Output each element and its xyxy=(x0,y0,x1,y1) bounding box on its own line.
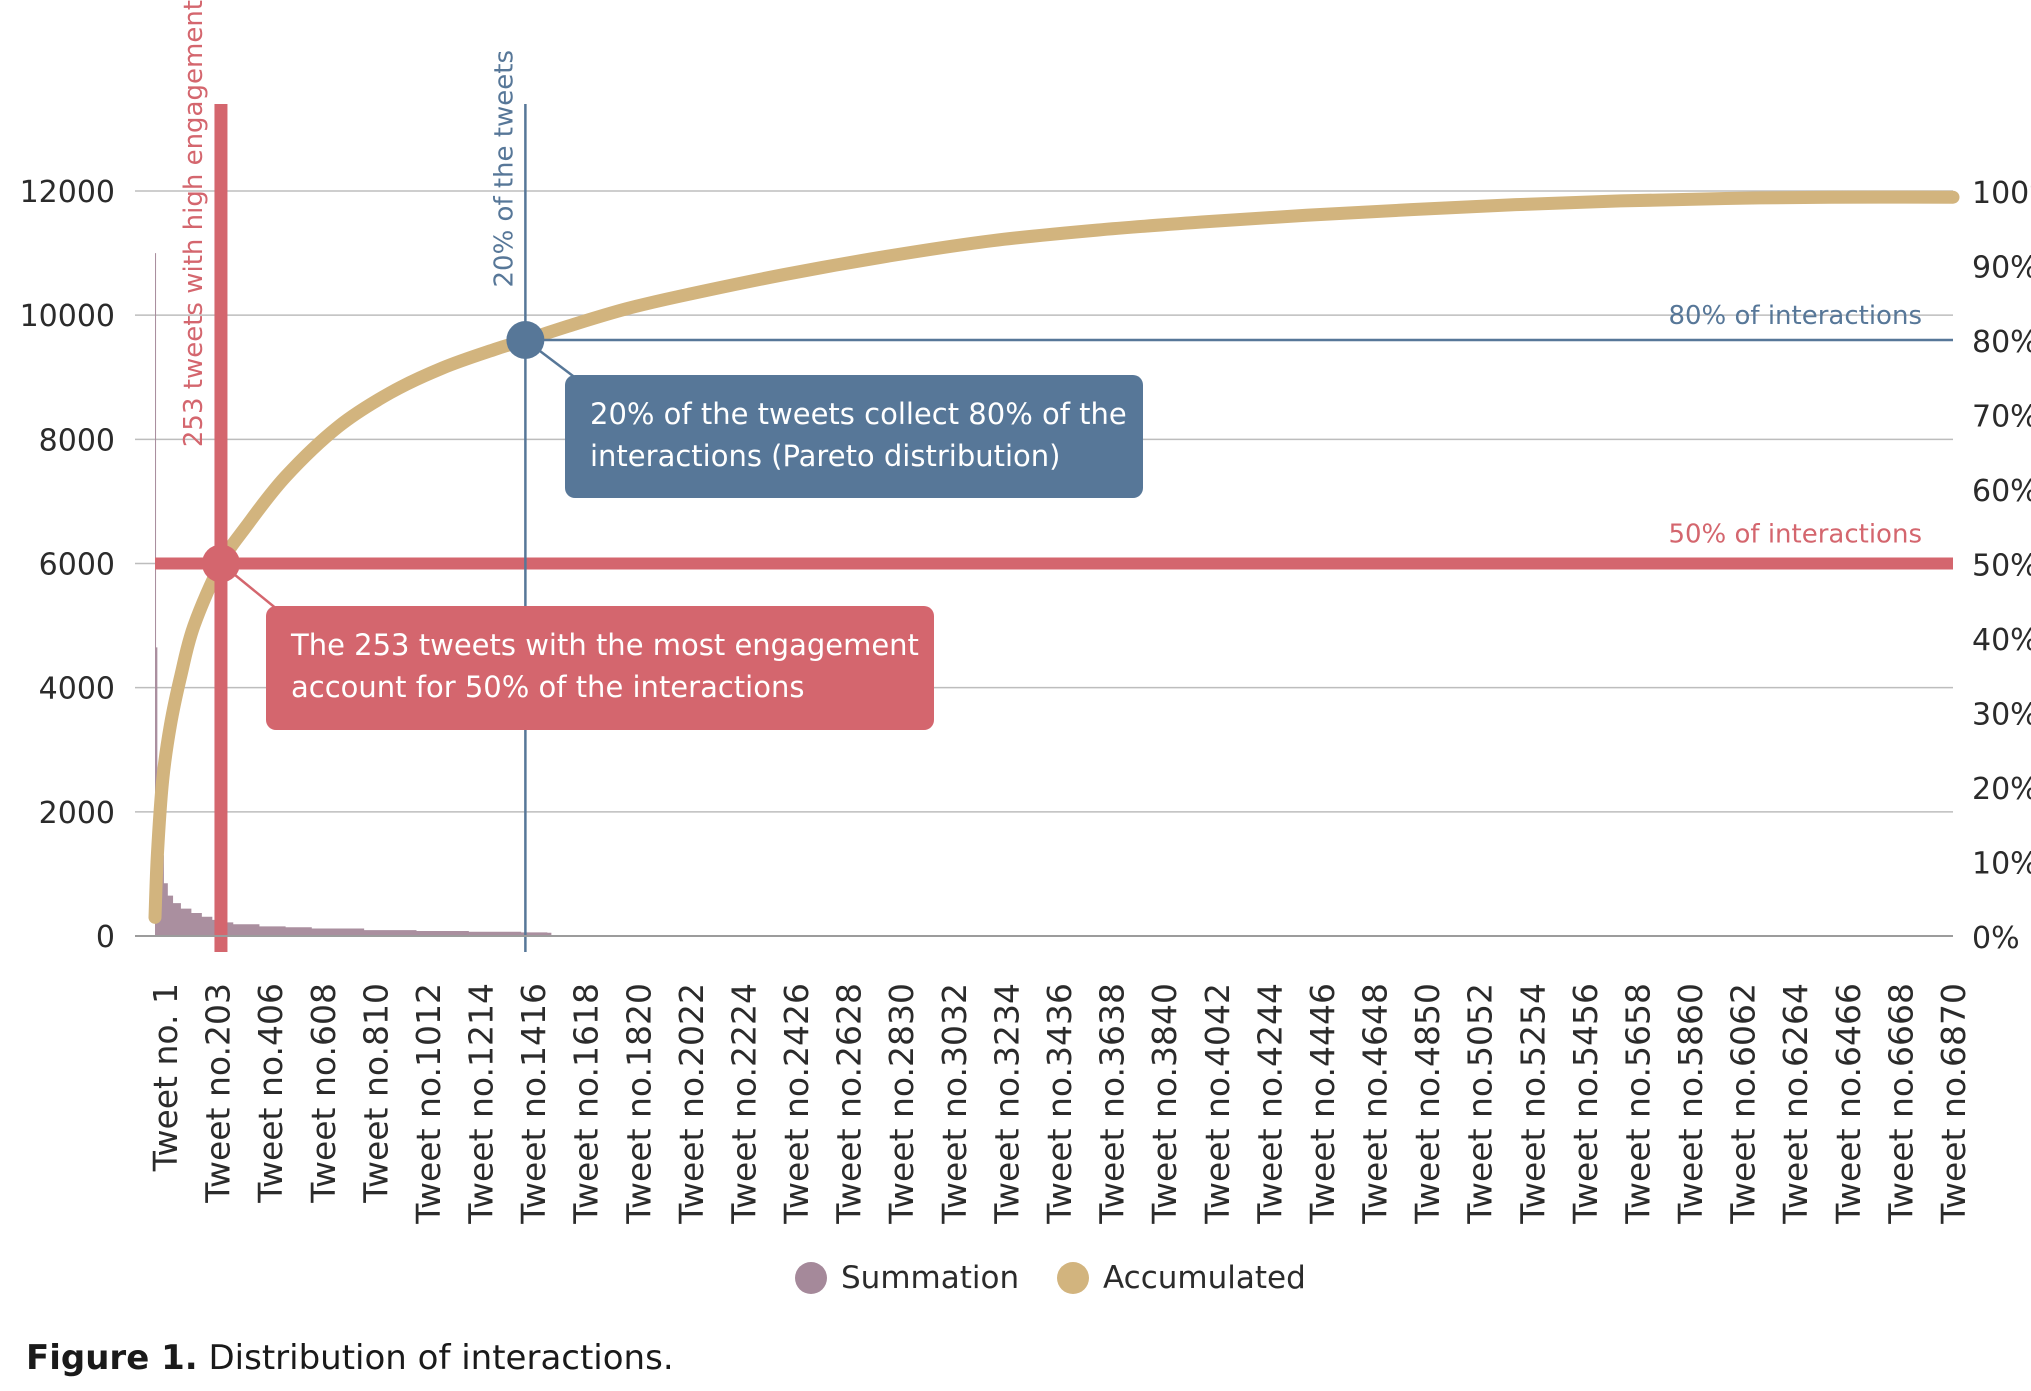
x-tick-label: Tweet no.4042 xyxy=(1198,983,1237,1225)
legend-label-summation: Summation xyxy=(841,1260,1019,1296)
x-tick-label: Tweet no.5860 xyxy=(1671,983,1710,1225)
y-left-tick-label: 0 xyxy=(96,920,115,955)
y-left-tick-label: 8000 xyxy=(39,423,115,458)
callout-text: 20% of the tweets collect 80% of the xyxy=(590,397,1127,431)
legend-swatch-summation xyxy=(795,1262,827,1294)
accumulated-line xyxy=(148,190,1960,924)
x-tick-label: Tweet no.4850 xyxy=(1408,983,1447,1225)
x-tick-label: Tweet no.2022 xyxy=(672,983,711,1225)
legend-label-accumulated: Accumulated xyxy=(1103,1260,1306,1296)
legend: Summation Accumulated xyxy=(795,1260,1306,1296)
x-tick-label: Tweet no.2628 xyxy=(830,983,869,1225)
accumulated-curve xyxy=(148,190,1960,924)
callout-text: The 253 tweets with the most engagement xyxy=(290,628,919,662)
x-tick-label: Tweet no. 1 xyxy=(146,983,185,1172)
x-tick-label: Tweet no.406 xyxy=(251,983,290,1204)
figure-caption-label: Figure 1. xyxy=(26,1338,198,1378)
x-tick-label: Tweet no.1012 xyxy=(409,983,448,1225)
x-tick-label: Tweet no.3032 xyxy=(935,983,974,1225)
reference-label-80pct: 80% of interactions xyxy=(1668,301,1922,331)
y-right-tick-label: 0% xyxy=(1972,921,2020,956)
x-tick-label: Tweet no.3234 xyxy=(987,983,1026,1225)
x-tick-label: Tweet no.6264 xyxy=(1776,983,1815,1225)
x-tick-label: Tweet no.1618 xyxy=(567,983,606,1225)
reference-label-50pct: 50% of interactions xyxy=(1668,520,1922,550)
x-tick-label: Tweet no.1416 xyxy=(514,983,553,1225)
x-tick-label: Tweet no.1820 xyxy=(619,983,658,1225)
x-tick-label: Tweet no.6466 xyxy=(1829,983,1868,1225)
x-tick-label: Tweet no.6062 xyxy=(1724,983,1763,1225)
x-tick-label: Tweet no.810 xyxy=(356,983,395,1204)
x-tick-label: Tweet no.4648 xyxy=(1356,983,1395,1225)
callout-box xyxy=(565,375,1143,498)
x-tick-label: Tweet no.5052 xyxy=(1461,983,1500,1225)
y-left-tick-label: 6000 xyxy=(39,548,115,583)
y-left-tick-label: 4000 xyxy=(39,672,115,707)
reference-label-253-tweets: 253 tweets with high engagement xyxy=(179,0,209,447)
y-right-tick-label: 90% xyxy=(1972,251,2031,286)
legend-swatch-accumulated xyxy=(1057,1262,1089,1294)
x-tick-label: Tweet no.6870 xyxy=(1934,983,1973,1225)
y-right-tick-label: 20% xyxy=(1972,772,2031,807)
callout-marker xyxy=(506,321,545,359)
y-right-tick-label: 100% xyxy=(1972,176,2031,211)
x-tick-label: Tweet no.4244 xyxy=(1250,983,1289,1225)
x-tick-label: Tweet no.3638 xyxy=(1093,983,1132,1225)
y-right-tick-label: 40% xyxy=(1972,623,2031,658)
figure-caption: Figure 1. Distribution of interactions. xyxy=(26,1338,674,1378)
x-tick-label: Tweet no.3436 xyxy=(1040,983,1079,1225)
y-left-tick-label: 10000 xyxy=(20,299,115,334)
x-tick-label: Tweet no.5254 xyxy=(1513,983,1552,1225)
y-right-tick-label: 60% xyxy=(1972,474,2031,509)
axes: 0 2000 4000 6000 8000 10000 12000 0% 10% 20% 30% 40… xyxy=(20,175,2031,1225)
x-tick-label: Tweet no.4446 xyxy=(1303,983,1342,1225)
reference-lines: 50% of interactions 80% of interactions 25… xyxy=(155,0,1953,952)
x-tick-label: Tweet no.3840 xyxy=(1145,983,1184,1225)
x-tick-label: Tweet no.2224 xyxy=(724,983,763,1225)
y-left-tick-label: 12000 xyxy=(20,175,115,210)
y-right-tick-label: 80% xyxy=(1972,325,2031,360)
y-right-tick-label: 10% xyxy=(1972,847,2031,882)
y-right-tick-label: 70% xyxy=(1972,400,2031,435)
callout-text: interactions (Pareto distribution) xyxy=(590,439,1060,473)
figure-caption-text: Distribution of interactions. xyxy=(198,1338,674,1378)
x-tick-label: Tweet no.5658 xyxy=(1618,983,1657,1225)
y-right-tick-label: 30% xyxy=(1972,698,2031,733)
x-tick-label: Tweet no.2426 xyxy=(777,983,816,1225)
callout-marker xyxy=(201,544,240,583)
y-left-tick-label: 2000 xyxy=(39,796,115,831)
callout-box xyxy=(266,606,934,730)
x-tick-label: Tweet no.6668 xyxy=(1881,983,1920,1225)
x-tick-label: Tweet no.2830 xyxy=(882,983,921,1225)
x-tick-label: Tweet no.608 xyxy=(304,983,343,1204)
x-tick-label: Tweet no.5456 xyxy=(1566,983,1605,1225)
callouts: The 253 tweets with the most engagement a… xyxy=(201,321,1143,730)
callout-text: account for 50% of the interactions xyxy=(291,670,804,704)
y-right-tick-label: 50% xyxy=(1972,549,2031,584)
reference-label-20pct-tweets: 20% of the tweets xyxy=(489,50,519,288)
x-tick-label: Tweet no.1214 xyxy=(462,983,501,1225)
x-tick-label: Tweet no.203 xyxy=(199,983,238,1204)
